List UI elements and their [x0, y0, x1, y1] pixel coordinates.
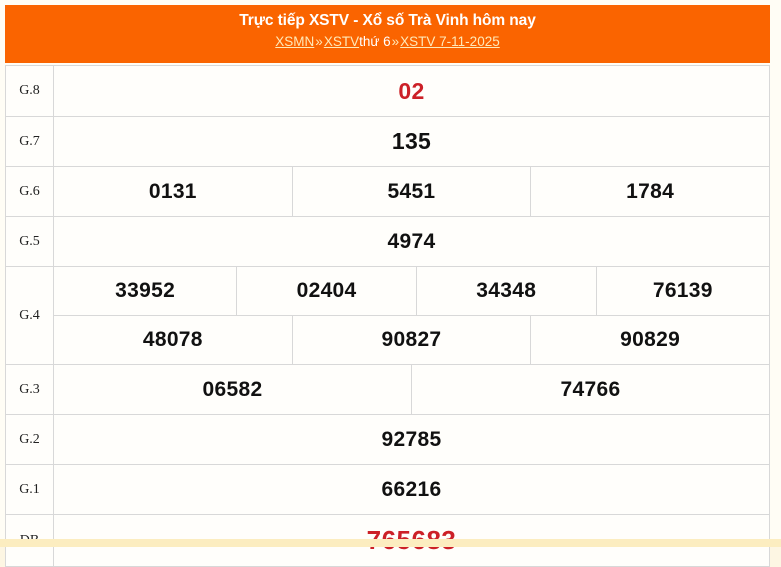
inner-table-g4-row2: 48078 90827 90829	[54, 316, 769, 364]
prize-value-g4-0: 33952	[54, 267, 238, 316]
lottery-results-table: G.8 02 G.7 135 G.6 0131 5451 1784 G.5 49…	[5, 65, 770, 567]
inner-table-g6: 0131 5451 1784	[54, 167, 769, 216]
breadcrumb-separator-2: »	[391, 34, 400, 49]
page-title: Trực tiếp XSTV - Xổ số Trà Vinh hôm nay	[239, 12, 536, 29]
prize-value-g7-0: 135	[53, 116, 770, 167]
prize-label-g3: G.3	[5, 364, 54, 415]
prize-value-g4-1: 02404	[236, 267, 417, 316]
prize-label-g5: G.5	[5, 216, 54, 267]
prize-value-g4-6: 90829	[530, 316, 769, 364]
prize-cells-g3: 06582 74766	[53, 364, 770, 415]
table-row-g4: G.4 33952 02404 34348 76139 48078 90827 …	[5, 266, 770, 365]
prize-label-g4: G.4	[5, 266, 54, 365]
table-row-g1: G.1 66216	[5, 464, 770, 515]
prize-cells-g4: 33952 02404 34348 76139 48078 90827 9082…	[53, 266, 770, 365]
breadcrumb: XSMN»XSTVthứ 6»XSTV 7-11-2025	[5, 32, 770, 52]
inner-table-g4-row1: 33952 02404 34348 76139	[54, 267, 769, 316]
table-row-g2: G.2 92785	[5, 414, 770, 465]
prize-value-g3-0: 06582	[54, 365, 412, 414]
page-header: Trực tiếp XSTV - Xổ số Trà Vinh hôm nay …	[5, 5, 770, 63]
prize-label-g8: G.8	[5, 65, 54, 117]
breadcrumb-link-region[interactable]: XSMN	[275, 34, 315, 49]
prize-value-g5-0: 4974	[53, 216, 770, 267]
breadcrumb-separator-1: »	[315, 34, 323, 49]
breadcrumb-link-date[interactable]: XSTV 7-11-2025	[400, 34, 500, 49]
prize-value-g3-1: 74766	[411, 365, 769, 414]
prize-value-g2-0: 92785	[53, 414, 770, 465]
table-row-g8: G.8 02	[5, 65, 770, 117]
table-row-g7: G.7 135	[5, 116, 770, 167]
prize-value-g4-5: 90827	[292, 316, 532, 364]
table-row-g6: G.6 0131 5451 1784	[5, 166, 770, 217]
prize-value-g6-2: 1784	[530, 167, 769, 216]
prize-label-g1: G.1	[5, 464, 54, 515]
table-row-g5: G.5 4974	[5, 216, 770, 267]
prize-value-g6-1: 5451	[292, 167, 532, 216]
breadcrumb-link-province[interactable]: XSTV	[323, 34, 360, 49]
prize-value-g4-2: 34348	[416, 267, 597, 316]
prize-value-g1-0: 66216	[53, 464, 770, 515]
prize-value-g6-0: 0131	[54, 167, 293, 216]
inner-table-g3: 06582 74766	[54, 365, 769, 414]
prize-label-g6: G.6	[5, 166, 54, 217]
prize-value-g4-4: 48078	[54, 316, 293, 364]
prize-cells-g6: 0131 5451 1784	[53, 166, 770, 217]
bottom-strip	[0, 539, 781, 547]
breadcrumb-weekday: thứ 6	[359, 34, 391, 49]
table-row-g3: G.3 06582 74766	[5, 364, 770, 415]
prize-value-g4-3: 76139	[596, 267, 769, 316]
prize-label-g7: G.7	[5, 116, 54, 167]
prize-label-g2: G.2	[5, 414, 54, 465]
prize-value-g8-0: 02	[53, 65, 770, 117]
